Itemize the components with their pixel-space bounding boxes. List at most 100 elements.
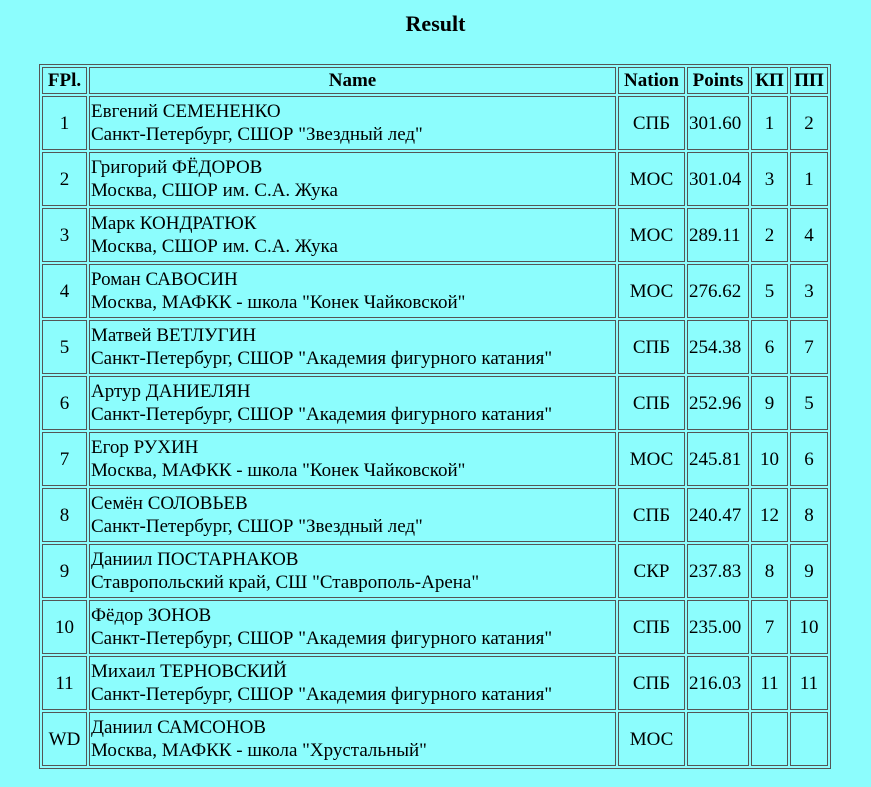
kp-text: 7 xyxy=(764,616,775,638)
skater-name: Григорий ФЁДОРОВ xyxy=(91,157,263,178)
table-row: 3 Марк КОНДРАТЮК Москва, СШОР им. С.А. Жук… xyxy=(42,208,828,262)
kp-cell: 3 xyxy=(751,152,788,206)
header-nation: Nation xyxy=(618,67,685,94)
nation-text: СПБ xyxy=(632,616,671,638)
pp-text: 5 xyxy=(804,392,814,414)
table-row: 11 Михаил ТЕРНОВСКИЙ Санкт-Петербург, СШОР… xyxy=(42,656,828,710)
pp-text: 1 xyxy=(804,168,814,190)
name-cell: Даниил ПОСТАРНАКОВ Ставропольский край, С… xyxy=(89,544,616,598)
nation-cell: СПБ xyxy=(618,376,685,430)
points-text: 235.00 xyxy=(689,616,742,638)
fpl-text: 1 xyxy=(59,112,70,134)
points-cell xyxy=(687,712,749,766)
fpl-text: 2 xyxy=(59,168,70,190)
nation-text: СПБ xyxy=(632,672,671,694)
fpl-cell: 10 xyxy=(42,600,87,654)
points-cell: 216.03 xyxy=(687,656,749,710)
name-cell: Марк КОНДРАТЮК Москва, СШОР им. С.А. Жука xyxy=(89,208,616,262)
skater-name: Даниил ПОСТАРНАКОВ xyxy=(91,549,299,570)
pp-cell: 3 xyxy=(790,264,828,318)
header-points: Points xyxy=(687,67,749,94)
header-row: FPl. Name Nation Points КП ПП xyxy=(42,67,828,94)
points-text: 301.60 xyxy=(689,112,742,134)
pp-text: 8 xyxy=(804,504,814,526)
nation-cell: МОС xyxy=(618,152,685,206)
kp-text: 9 xyxy=(764,392,775,414)
name-cell: Роман САВОСИН Москва, МАФКК - школа "Коне… xyxy=(89,264,616,318)
table-row: 7 Егор РУХИН Москва, МАФКК - школа "Конек … xyxy=(42,432,828,486)
kp-cell: 1 xyxy=(751,96,788,150)
page-title: Result xyxy=(405,11,466,36)
nation-cell: СПБ xyxy=(618,320,685,374)
skater-name: Семён СОЛОВЬЕВ xyxy=(91,493,248,514)
pp-cell: 10 xyxy=(790,600,828,654)
points-text: 252.96 xyxy=(689,392,742,414)
pp-text: 2 xyxy=(804,112,814,134)
fpl-text: 3 xyxy=(59,224,70,246)
fpl-text: 7 xyxy=(59,448,70,470)
kp-text: 12 xyxy=(760,504,779,526)
points-cell: 252.96 xyxy=(687,376,749,430)
kp-text: 8 xyxy=(764,560,775,582)
skater-club: Москва, МАФКК - школа "Конек Чайковской" xyxy=(91,292,466,313)
skater-name: Фёдор ЗОНОВ xyxy=(91,605,212,626)
points-cell: 245.81 xyxy=(687,432,749,486)
pp-cell: 9 xyxy=(790,544,828,598)
table-row: 6 Артур ДАНИЕЛЯН Санкт-Петербург, СШОР "Ак… xyxy=(42,376,828,430)
nation-cell: СКР xyxy=(618,544,685,598)
table-row: 4 Роман САВОСИН Москва, МАФКК - школа "Кон… xyxy=(42,264,828,318)
skater-name: Даниил САМСОНОВ xyxy=(91,717,266,738)
table-row: 9 Даниил ПОСТАРНАКОВ Ставропольский край, … xyxy=(42,544,828,598)
kp-cell: 8 xyxy=(751,544,788,598)
kp-cell: 9 xyxy=(751,376,788,430)
points-cell: 237.83 xyxy=(687,544,749,598)
fpl-cell: 9 xyxy=(42,544,87,598)
skater-name: Евгений СЕМЕНЕНКО xyxy=(91,101,281,122)
name-cell: Даниил САМСОНОВ Москва, МАФКК - школа "Хр… xyxy=(89,712,616,766)
table-row: 8 Семён СОЛОВЬЕВ Санкт-Петербург, СШОР "Зв… xyxy=(42,488,828,542)
name-cell: Егор РУХИН Москва, МАФКК - школа "Конек Ч… xyxy=(89,432,616,486)
name-cell: Евгений СЕМЕНЕНКО Санкт-Петербург, СШОР "… xyxy=(89,96,616,150)
nation-text: МОС xyxy=(629,728,674,750)
header-name: Name xyxy=(89,67,616,94)
pp-text: 6 xyxy=(804,448,814,470)
nation-cell: МОС xyxy=(618,208,685,262)
points-cell: 235.00 xyxy=(687,600,749,654)
nation-text: СПБ xyxy=(632,112,671,134)
skater-club: Санкт-Петербург, СШОР "Академия фигурног… xyxy=(91,348,553,369)
fpl-text: 5 xyxy=(59,336,70,358)
kp-text: 3 xyxy=(764,168,775,190)
table-row: 5 Матвей ВЕТЛУГИН Санкт-Петербург, СШОР "А… xyxy=(42,320,828,374)
nation-cell: СПБ xyxy=(618,600,685,654)
results-table: FPl. Name Nation Points КП ПП 1 Евгений С… xyxy=(39,64,831,769)
skater-club: Москва, МАФКК - школа "Конек Чайковской" xyxy=(91,460,466,481)
fpl-text: WD xyxy=(48,728,81,750)
kp-cell: 6 xyxy=(751,320,788,374)
pp-text: 10 xyxy=(799,616,819,638)
pp-text: 3 xyxy=(804,280,814,302)
pp-text: 7 xyxy=(804,336,814,358)
name-cell: Михаил ТЕРНОВСКИЙ Санкт-Петербург, СШОР "… xyxy=(89,656,616,710)
nation-text: МОС xyxy=(629,224,674,246)
name-cell: Фёдор ЗОНОВ Санкт-Петербург, СШОР "Академ… xyxy=(89,600,616,654)
kp-text: 1 xyxy=(764,112,775,134)
nation-text: СПБ xyxy=(632,336,671,358)
skater-club: Санкт-Петербург, СШОР "Академия фигурног… xyxy=(91,404,553,425)
fpl-text: 11 xyxy=(55,672,74,694)
name-cell: Артур ДАНИЕЛЯН Санкт-Петербург, СШОР "Ака… xyxy=(89,376,616,430)
kp-text: 11 xyxy=(760,672,779,694)
points-cell: 254.38 xyxy=(687,320,749,374)
points-text: 289.11 xyxy=(689,224,741,246)
points-cell: 301.04 xyxy=(687,152,749,206)
skater-club: Москва, СШОР им. С.А. Жука xyxy=(91,236,338,257)
nation-cell: СПБ xyxy=(618,488,685,542)
pp-cell: 6 xyxy=(790,432,828,486)
points-text: 254.38 xyxy=(689,336,742,358)
pp-cell: 2 xyxy=(790,96,828,150)
nation-cell: СПБ xyxy=(618,656,685,710)
header-kp: КП xyxy=(751,67,788,94)
table-row: 1 Евгений СЕМЕНЕНКО Санкт-Петербург, СШОР … xyxy=(42,96,828,150)
fpl-text: 9 xyxy=(59,560,70,582)
skater-name: Артур ДАНИЕЛЯН xyxy=(91,381,251,402)
fpl-cell: 2 xyxy=(42,152,87,206)
